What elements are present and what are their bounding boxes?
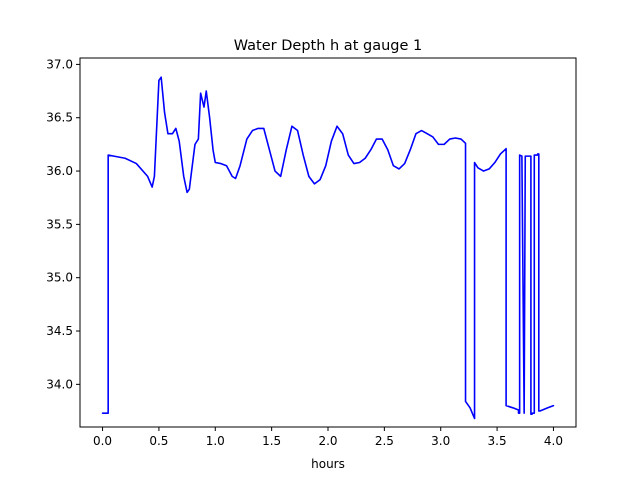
y-tick-label: 37.0 [46, 57, 73, 71]
series-line-0 [101, 76, 555, 420]
y-tick-label: 36.0 [46, 164, 73, 178]
y-tick-label: 35.5 [46, 217, 73, 231]
y-tick-label: 35.0 [46, 271, 73, 285]
y-tick-label: 36.5 [46, 111, 73, 125]
y-tick-label: 34.0 [46, 377, 73, 391]
y-axis: 34.0 34.5 35.0 35.5 36.0 36.5 37.0 [46, 57, 80, 391]
x-tick-label: 0.0 [93, 434, 112, 448]
x-tick-label: 3.0 [431, 434, 450, 448]
x-tick-label: 2.0 [318, 434, 337, 448]
axes-frame [79, 57, 577, 428]
x-tick-label: 3.5 [488, 434, 507, 448]
x-tick-label: 0.5 [149, 434, 168, 448]
plot-area [101, 76, 555, 420]
x-tick-label: 1.5 [262, 434, 281, 448]
x-tick-label: 4.0 [544, 434, 563, 448]
x-tick-label: 1.0 [206, 434, 225, 448]
x-axis-label: hours [311, 457, 345, 471]
x-tick-label: 2.5 [375, 434, 394, 448]
chart-title: Water Depth h at gauge 1 [234, 38, 422, 54]
y-tick-label: 34.5 [46, 324, 73, 338]
x-axis: 0.0 0.5 1.0 1.5 2.0 2.5 3.0 3.5 4.0 [93, 427, 563, 448]
